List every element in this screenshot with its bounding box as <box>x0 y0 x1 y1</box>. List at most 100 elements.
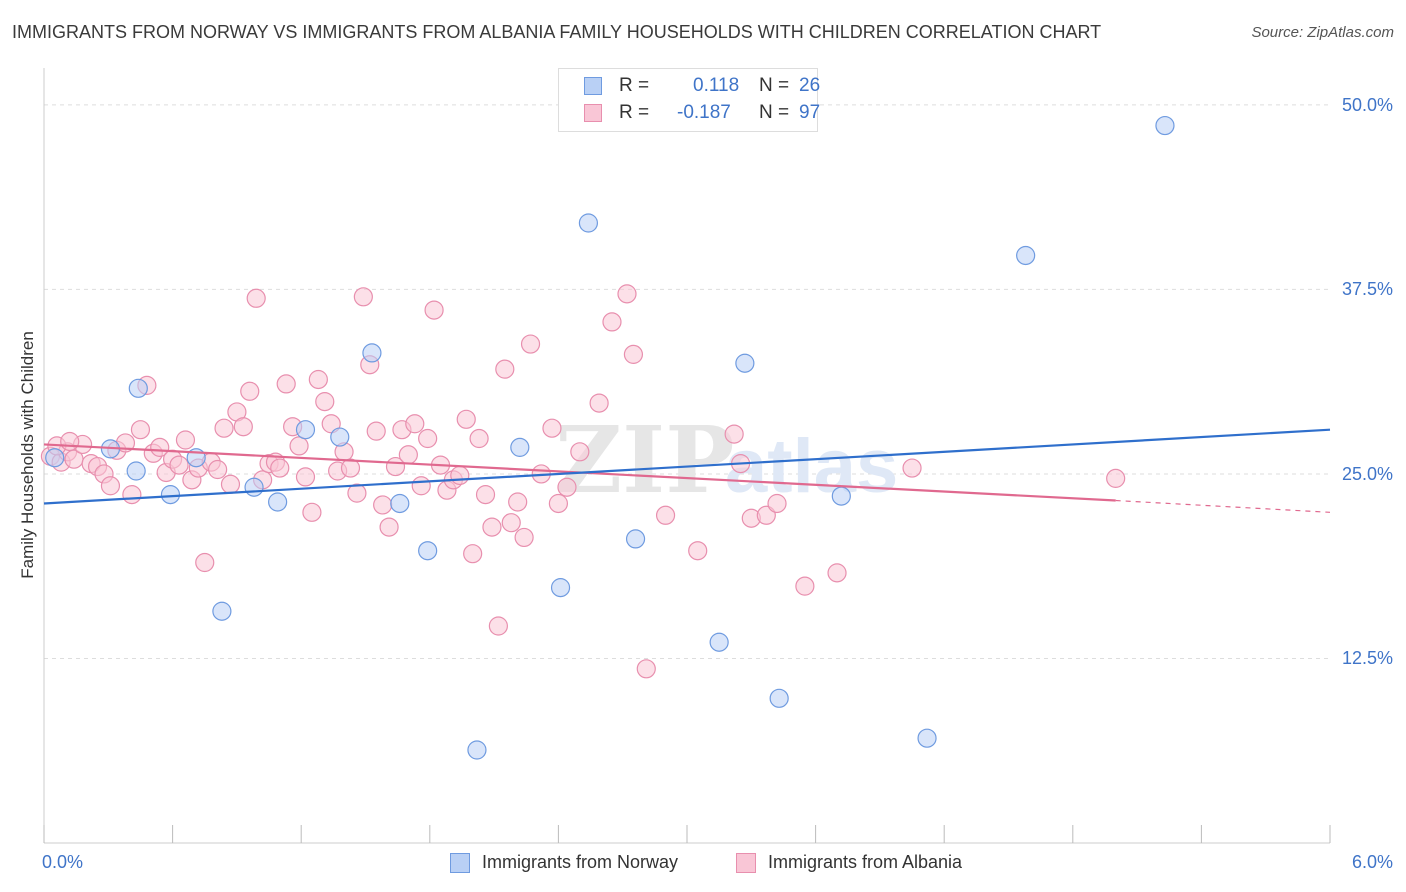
albania-point <box>270 458 290 478</box>
norway-point <box>330 427 350 447</box>
y-tick-label: 37.5% <box>1341 279 1393 300</box>
stats-r-label: R = <box>619 75 650 96</box>
albania-point <box>655 505 676 525</box>
albania-point <box>347 483 367 503</box>
x-tick-label: 6.0% <box>1351 852 1393 872</box>
albania-point <box>827 563 847 583</box>
norway-point <box>709 632 729 652</box>
norway-point <box>126 461 146 481</box>
grid-layer <box>44 104 1330 659</box>
albania-point <box>795 576 815 596</box>
chart-source: Source: ZipAtlas.com <box>1251 24 1394 41</box>
albania-point <box>315 392 335 412</box>
albania-point <box>514 527 534 548</box>
albania-point <box>463 544 483 564</box>
albania-point <box>602 312 622 332</box>
norway-point <box>625 529 646 549</box>
stats-n-label: N = <box>759 75 790 96</box>
legend-label-norway: Immigrants from Norway <box>482 852 679 872</box>
albania-trend-line-extension <box>1115 499 1331 513</box>
stats-n-label: N = <box>759 102 790 123</box>
albania-point <box>302 502 322 522</box>
albania-point <box>208 459 228 480</box>
norway-point <box>917 728 937 748</box>
albania-point <box>623 344 644 364</box>
x-tick-label: 0.0% <box>42 852 84 872</box>
albania-point <box>60 431 80 452</box>
albania-point <box>617 284 637 304</box>
albania-point <box>405 414 425 434</box>
stats-swatch-albania <box>584 104 602 122</box>
watermark: ZIP atlas <box>555 406 898 514</box>
albania-point <box>379 517 399 537</box>
albania-point <box>475 485 496 505</box>
albania-point <box>495 359 515 379</box>
albania-point <box>488 616 508 636</box>
y-tick-label: 25.0% <box>1341 463 1393 484</box>
albania-point <box>902 458 922 478</box>
norway-point <box>390 493 410 514</box>
norway-point <box>735 353 755 373</box>
albania-point <box>520 334 541 354</box>
norway-point <box>1016 245 1036 266</box>
albania-point <box>169 455 189 475</box>
stats-swatch-norway <box>584 77 602 95</box>
norway-point <box>831 486 851 506</box>
albania-point <box>688 541 708 561</box>
albania-point <box>570 442 590 462</box>
albania-point <box>1106 468 1126 488</box>
chart-title: IMMIGRANTS FROM NORWAY VS IMMIGRANTS FRO… <box>12 22 1102 42</box>
albania-point <box>411 476 431 496</box>
norway-point <box>160 485 181 505</box>
y-tick-label: 12.5% <box>1341 648 1393 669</box>
albania-point <box>418 428 438 449</box>
albania-point <box>122 485 142 505</box>
y-axis-title: Family Households with Children <box>18 331 37 579</box>
albania-point <box>214 418 234 438</box>
albania-point <box>175 430 196 450</box>
albania-point <box>130 420 151 440</box>
watermark-atlas: atlas <box>725 424 898 509</box>
albania-point <box>424 300 444 320</box>
albania-point <box>220 474 241 494</box>
albania-point <box>548 493 569 514</box>
norway-trend-line <box>43 428 1331 505</box>
albania-point <box>373 495 393 515</box>
norway-point <box>295 420 316 440</box>
albania-point <box>589 393 609 413</box>
norway-point <box>128 378 148 398</box>
albania-point <box>353 287 373 307</box>
legend: Immigrants from Norway Immigrants from A… <box>450 852 1010 876</box>
norway-point <box>550 578 571 598</box>
stats-r-label: R = <box>619 102 650 123</box>
albania-point <box>195 552 215 573</box>
albania-point <box>366 421 386 441</box>
albania-point <box>508 492 528 512</box>
albania-point <box>246 288 266 308</box>
albania-point <box>289 436 309 456</box>
norway-point <box>244 477 264 497</box>
albania-point <box>398 445 418 465</box>
albania-point <box>100 476 121 496</box>
norway-point <box>45 448 65 468</box>
norway-point <box>212 601 232 621</box>
albania-point <box>450 465 470 486</box>
stats-r-value-albania: -0.187 <box>677 102 731 123</box>
legend-swatch-norway <box>450 853 470 873</box>
x-tick-layer <box>43 825 1331 843</box>
trend-layer <box>43 428 1331 513</box>
albania-point <box>295 467 316 487</box>
stats-box: R = 0.118 N = 26 R = -0.187 N = 97 <box>558 68 821 132</box>
stats-n-value-norway: 26 <box>799 75 821 96</box>
albania-point <box>501 513 521 533</box>
norway-point <box>1155 115 1175 136</box>
albania-point <box>340 458 361 478</box>
albania-point <box>150 437 170 457</box>
norway-point <box>467 740 487 760</box>
albania-point <box>276 374 296 394</box>
albania-point <box>557 477 577 497</box>
albania-point <box>469 428 489 449</box>
norway-point <box>418 541 438 561</box>
norway-point <box>268 492 288 512</box>
